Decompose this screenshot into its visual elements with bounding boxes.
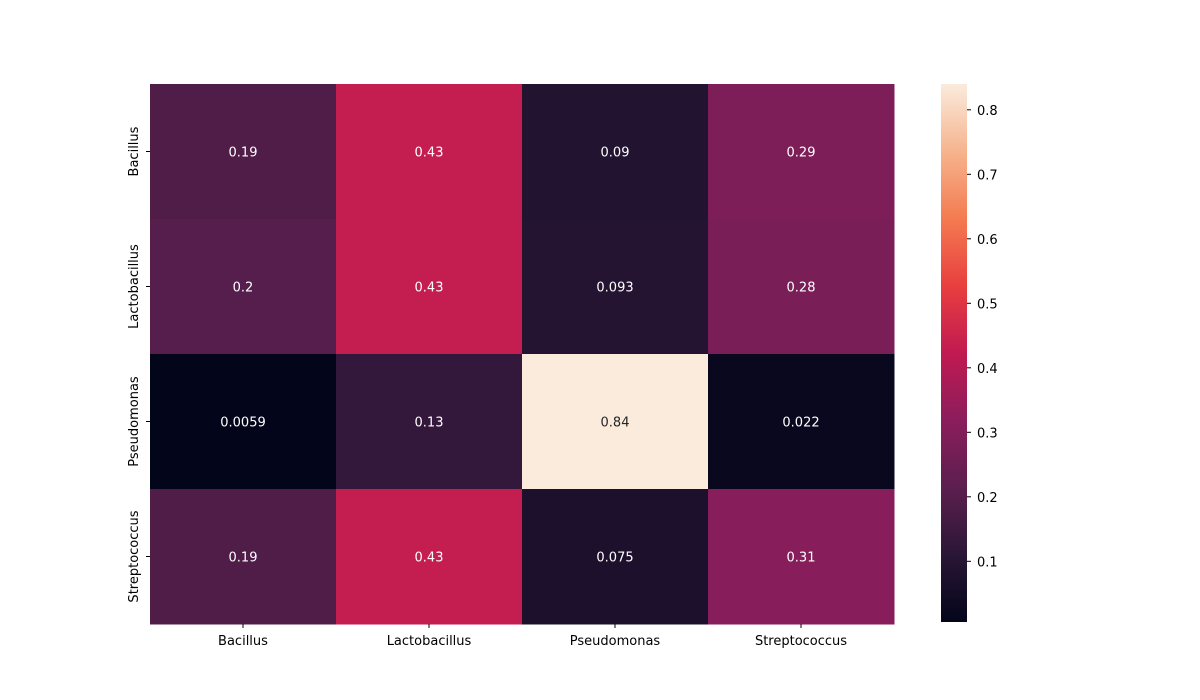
colorbar-tick-label: 0.6 bbox=[977, 233, 998, 248]
colorbar-tick-label: 0.8 bbox=[977, 104, 998, 119]
colorbar-tick-label: 0.4 bbox=[977, 362, 998, 377]
colorbar-tick-label: 0.2 bbox=[977, 491, 998, 506]
heatmap-cell-bacillus-bacillus bbox=[150, 84, 337, 220]
heatmap-cell-streptococcus-pseudomonas bbox=[522, 489, 709, 625]
colorbar-gradient bbox=[941, 84, 967, 622]
cell-value-label: 0.0059 bbox=[220, 416, 266, 431]
heatmap-cell-bacillus-lactobacillus bbox=[336, 84, 523, 220]
cell-value-label: 0.2 bbox=[233, 281, 254, 296]
y-tick-label-lactobacillus: Lactobacillus bbox=[127, 244, 142, 329]
cell-value-label: 0.022 bbox=[782, 416, 819, 431]
cell-value-label: 0.075 bbox=[596, 551, 633, 566]
colorbar-tick-label: 0.5 bbox=[977, 297, 998, 312]
x-tick-label-streptococcus: Streptococcus bbox=[755, 634, 847, 649]
colorbar-tick-label: 0.1 bbox=[977, 555, 998, 570]
cell-value-label: 0.43 bbox=[415, 551, 444, 566]
x-tick-label-bacillus: Bacillus bbox=[218, 634, 268, 649]
y-tick-label-pseudomonas: Pseudomonas bbox=[127, 376, 142, 467]
heatmap-cell-pseudomonas-pseudomonas bbox=[522, 354, 709, 490]
heatmap-cells bbox=[150, 84, 895, 625]
heatmap-cell-pseudomonas-lactobacillus bbox=[336, 354, 523, 490]
colorbar-ticks: 0.1 0.2 0.3 0.4 0.5 0.6 0.7 0.8 bbox=[967, 104, 998, 570]
heatmap-cell-lactobacillus-bacillus bbox=[150, 219, 337, 355]
heatmap-cell-lactobacillus-pseudomonas bbox=[522, 219, 709, 355]
heatmap-cell-labels: 0.19 0.43 0.09 0.29 0.2 0.43 0.093 0.28 0.0059 0.… bbox=[220, 146, 819, 566]
heatmap-cell-lactobacillus-streptococcus bbox=[708, 219, 895, 355]
colorbar-tick-label: 0.7 bbox=[977, 168, 998, 183]
colorbar-tick-label: 0.3 bbox=[977, 426, 998, 441]
cell-value-label: 0.43 bbox=[415, 281, 444, 296]
y-tick-label-bacillus: Bacillus bbox=[127, 126, 142, 176]
cell-value-label: 0.84 bbox=[601, 416, 630, 431]
heatmap-cell-bacillus-streptococcus bbox=[708, 84, 895, 220]
heatmap-cell-bacillus-pseudomonas bbox=[522, 84, 709, 220]
heatmap-cell-streptococcus-lactobacillus bbox=[336, 489, 523, 625]
x-tick-label-lactobacillus: Lactobacillus bbox=[387, 634, 472, 649]
colorbar: 0.1 0.2 0.3 0.4 0.5 0.6 0.7 0.8 bbox=[941, 84, 998, 622]
cell-value-label: 0.13 bbox=[415, 416, 444, 431]
cell-value-label: 0.09 bbox=[601, 146, 630, 161]
x-tick-label-pseudomonas: Pseudomonas bbox=[570, 634, 661, 649]
cell-value-label: 0.31 bbox=[787, 551, 816, 566]
heatmap-cell-lactobacillus-lactobacillus bbox=[336, 219, 523, 355]
heatmap-cell-streptococcus-streptococcus bbox=[708, 489, 895, 625]
cell-value-label: 0.19 bbox=[229, 146, 258, 161]
heatmap-cell-pseudomonas-streptococcus bbox=[708, 354, 895, 490]
x-axis: Bacillus Lactobacillus Pseudomonas Streptoc… bbox=[218, 624, 847, 649]
y-tick-label-streptococcus: Streptococcus bbox=[127, 510, 142, 602]
heatmap-cell-pseudomonas-bacillus bbox=[150, 354, 337, 490]
y-axis: Bacillus Lactobacillus Pseudomonas Streptoc… bbox=[127, 126, 150, 603]
cell-value-label: 0.29 bbox=[787, 146, 816, 161]
cell-value-label: 0.19 bbox=[229, 551, 258, 566]
cell-value-label: 0.43 bbox=[415, 146, 444, 161]
cell-value-label: 0.093 bbox=[596, 281, 633, 296]
cell-value-label: 0.28 bbox=[787, 281, 816, 296]
heatmap-cell-streptococcus-bacillus bbox=[150, 489, 337, 625]
